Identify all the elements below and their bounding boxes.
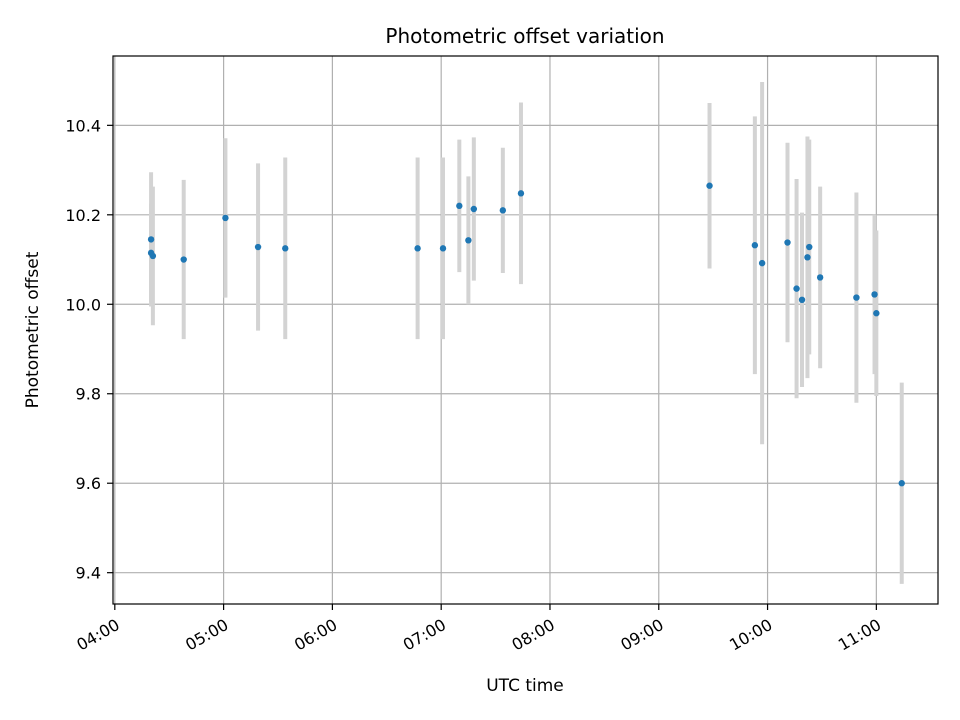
data-point [414, 245, 421, 252]
data-point [853, 294, 860, 301]
plot-frame [112, 55, 939, 605]
data-point [465, 237, 472, 244]
data-point [180, 256, 187, 263]
data-point [871, 291, 878, 298]
data-point [758, 259, 766, 267]
y-axis: 9.4 9.6 9.8 10.0 10.2 10.4 [65, 116, 113, 583]
data-point [456, 202, 463, 210]
data-point [804, 254, 811, 261]
data-point [147, 236, 155, 243]
data-point [222, 214, 229, 222]
y-tick-label: 9.8 [76, 385, 101, 404]
data-point [751, 242, 759, 249]
y-tick-label: 10.0 [65, 295, 101, 314]
data-point [806, 243, 813, 251]
y-tick-label: 9.6 [76, 474, 101, 493]
chart-title: Photometric offset variation [385, 24, 664, 48]
data-point [517, 190, 525, 197]
data-point [798, 296, 806, 304]
data-point [898, 480, 905, 487]
data-point [149, 252, 157, 260]
y-tick-label: 10.2 [65, 206, 101, 225]
data-point [470, 205, 478, 213]
data-point [282, 245, 289, 252]
y-tick-label: 10.4 [65, 116, 101, 135]
data-point [439, 245, 447, 252]
y-axis-title: Photometric offset [23, 251, 43, 408]
data-point [793, 285, 800, 292]
data-point [873, 310, 880, 317]
data-point [784, 239, 791, 246]
data-point [254, 243, 262, 251]
data-point [706, 182, 713, 189]
data-points [147, 182, 905, 487]
y-tick-label: 9.4 [76, 564, 101, 583]
data-point [816, 274, 824, 281]
x-axis-title: UTC time [486, 676, 564, 696]
data-point [499, 207, 507, 214]
